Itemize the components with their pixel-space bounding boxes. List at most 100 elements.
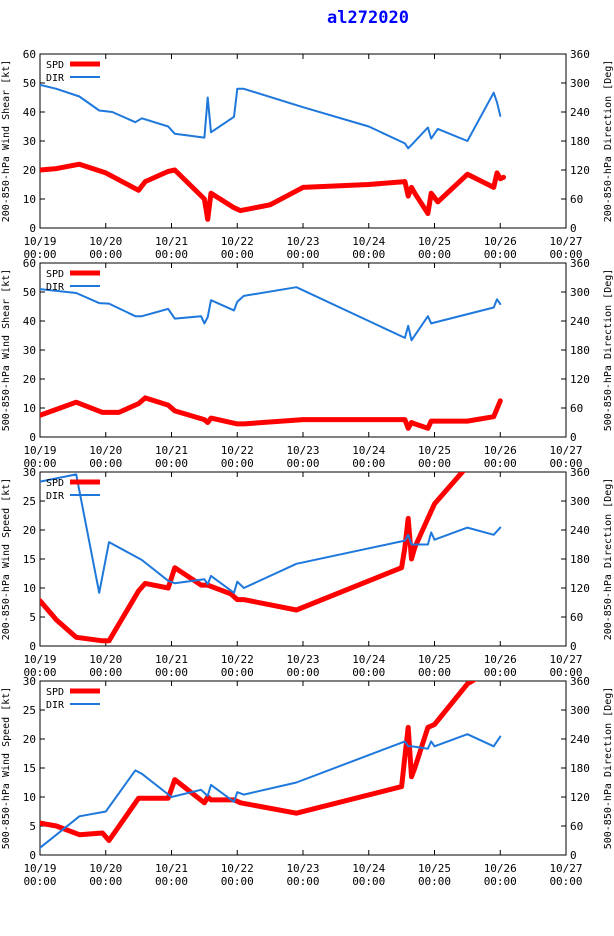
legend-label: SPD bbox=[46, 687, 64, 698]
x-tick-label: 10/22 bbox=[221, 653, 254, 666]
y-tick-label: 20 bbox=[23, 164, 36, 177]
y2-tick-label: 0 bbox=[570, 431, 577, 444]
y-tick-label: 40 bbox=[23, 315, 36, 328]
y-tick-label: 50 bbox=[23, 77, 36, 90]
y2-axis-label: 200-850-hPa Direction [Deg] bbox=[603, 60, 614, 223]
y2-tick-label: 0 bbox=[570, 640, 577, 653]
x-tick-sublabel: 00:00 bbox=[418, 248, 451, 261]
x-tick-label: 10/26 bbox=[484, 653, 517, 666]
dir-series-line bbox=[40, 473, 502, 594]
y-axis-label: 200-850-hPa Wind Shear [kt] bbox=[1, 60, 12, 223]
x-tick-sublabel: 00:00 bbox=[418, 457, 451, 470]
spd-series-line bbox=[40, 472, 466, 644]
y-tick-label: 25 bbox=[23, 495, 36, 508]
x-tick-sublabel: 00:00 bbox=[155, 457, 188, 470]
y2-tick-label: 240 bbox=[570, 524, 590, 537]
y-tick-label: 50 bbox=[23, 286, 36, 299]
x-tick-label: 10/26 bbox=[484, 862, 517, 875]
x-tick-label: 10/25 bbox=[418, 235, 451, 248]
dir-series-line bbox=[40, 286, 502, 342]
y2-tick-label: 240 bbox=[570, 315, 590, 328]
x-tick-sublabel: 00:00 bbox=[23, 248, 56, 261]
x-tick-label: 10/25 bbox=[418, 862, 451, 875]
y-tick-label: 15 bbox=[23, 553, 36, 566]
y2-tick-label: 0 bbox=[570, 849, 577, 862]
x-tick-label: 10/24 bbox=[352, 235, 385, 248]
y-tick-label: 40 bbox=[23, 106, 36, 119]
y2-tick-label: 300 bbox=[570, 495, 590, 508]
legend-label: SPD bbox=[46, 478, 64, 489]
chart-panel-4: 05101520253006012018024030036010/1900:00… bbox=[1, 675, 614, 888]
y2-axis-label: 500-850-hPa Direction [Deg] bbox=[603, 269, 614, 432]
y2-axis-label: 200-850-hPa Direction [Deg] bbox=[603, 478, 614, 641]
x-tick-label: 10/25 bbox=[418, 444, 451, 457]
x-tick-sublabel: 00:00 bbox=[155, 875, 188, 888]
plot-frame bbox=[39, 53, 567, 229]
y-axis-label: 200-850-hPa Wind Speed [kt] bbox=[1, 478, 12, 641]
y-tick-label: 60 bbox=[23, 257, 36, 270]
x-tick-label: 10/20 bbox=[89, 862, 122, 875]
y-tick-label: 30 bbox=[23, 135, 36, 148]
y-tick-label: 0 bbox=[29, 849, 36, 862]
x-tick-label: 10/26 bbox=[484, 444, 517, 457]
y2-tick-label: 240 bbox=[570, 733, 590, 746]
x-tick-sublabel: 00:00 bbox=[221, 875, 254, 888]
x-tick-sublabel: 00:00 bbox=[221, 666, 254, 679]
x-tick-sublabel: 00:00 bbox=[418, 875, 451, 888]
x-tick-label: 10/22 bbox=[221, 444, 254, 457]
legend-label: DIR bbox=[46, 700, 65, 711]
y-tick-label: 0 bbox=[29, 222, 36, 235]
x-tick-label: 10/19 bbox=[23, 862, 56, 875]
legend-label: SPD bbox=[46, 269, 64, 280]
x-tick-sublabel: 00:00 bbox=[484, 666, 517, 679]
x-tick-label: 10/19 bbox=[23, 444, 56, 457]
y-axis-label: 500-850-hPa Wind Shear [kt] bbox=[1, 269, 12, 432]
x-tick-sublabel: 00:00 bbox=[549, 875, 582, 888]
x-tick-sublabel: 00:00 bbox=[418, 666, 451, 679]
x-tick-sublabel: 00:00 bbox=[89, 666, 122, 679]
x-tick-label: 10/25 bbox=[418, 653, 451, 666]
y2-tick-label: 60 bbox=[570, 402, 583, 415]
y2-tick-label: 360 bbox=[570, 675, 590, 688]
x-tick-sublabel: 00:00 bbox=[286, 666, 319, 679]
y2-tick-label: 120 bbox=[570, 791, 590, 804]
y2-tick-label: 180 bbox=[570, 553, 590, 566]
chart-panel-3: 05101520253006012018024030036010/1900:00… bbox=[1, 466, 614, 679]
x-tick-sublabel: 00:00 bbox=[352, 248, 385, 261]
x-tick-sublabel: 00:00 bbox=[484, 875, 517, 888]
x-tick-label: 10/27 bbox=[549, 444, 582, 457]
y2-tick-label: 360 bbox=[570, 257, 590, 270]
y2-tick-label: 360 bbox=[570, 48, 590, 61]
x-tick-label: 10/23 bbox=[286, 862, 319, 875]
x-tick-label: 10/22 bbox=[221, 862, 254, 875]
x-tick-sublabel: 00:00 bbox=[221, 248, 254, 261]
x-tick-label: 10/24 bbox=[352, 862, 385, 875]
x-tick-sublabel: 00:00 bbox=[221, 457, 254, 470]
legend-label: DIR bbox=[46, 73, 65, 84]
x-tick-sublabel: 00:00 bbox=[352, 457, 385, 470]
x-tick-label: 10/24 bbox=[352, 444, 385, 457]
x-tick-sublabel: 00:00 bbox=[155, 248, 188, 261]
y2-tick-label: 120 bbox=[570, 582, 590, 595]
y-tick-label: 0 bbox=[29, 640, 36, 653]
y2-tick-label: 240 bbox=[570, 106, 590, 119]
x-tick-label: 10/20 bbox=[89, 444, 122, 457]
x-tick-label: 10/20 bbox=[89, 235, 122, 248]
chart-panel-1: 010203040506006012018024030036010/1900:0… bbox=[1, 48, 614, 261]
x-tick-sublabel: 00:00 bbox=[286, 457, 319, 470]
x-tick-sublabel: 00:00 bbox=[89, 875, 122, 888]
y2-tick-label: 180 bbox=[570, 762, 590, 775]
x-tick-sublabel: 00:00 bbox=[23, 875, 56, 888]
y-tick-label: 10 bbox=[23, 402, 36, 415]
spd-series-line bbox=[40, 395, 503, 431]
spd-series-line bbox=[40, 681, 478, 843]
x-tick-sublabel: 00:00 bbox=[89, 248, 122, 261]
y-tick-label: 20 bbox=[23, 373, 36, 386]
y-tick-label: 10 bbox=[23, 582, 36, 595]
x-tick-label: 10/27 bbox=[549, 235, 582, 248]
x-tick-label: 10/22 bbox=[221, 235, 254, 248]
y-tick-label: 60 bbox=[23, 48, 36, 61]
y-tick-label: 30 bbox=[23, 344, 36, 357]
x-tick-label: 10/27 bbox=[549, 862, 582, 875]
